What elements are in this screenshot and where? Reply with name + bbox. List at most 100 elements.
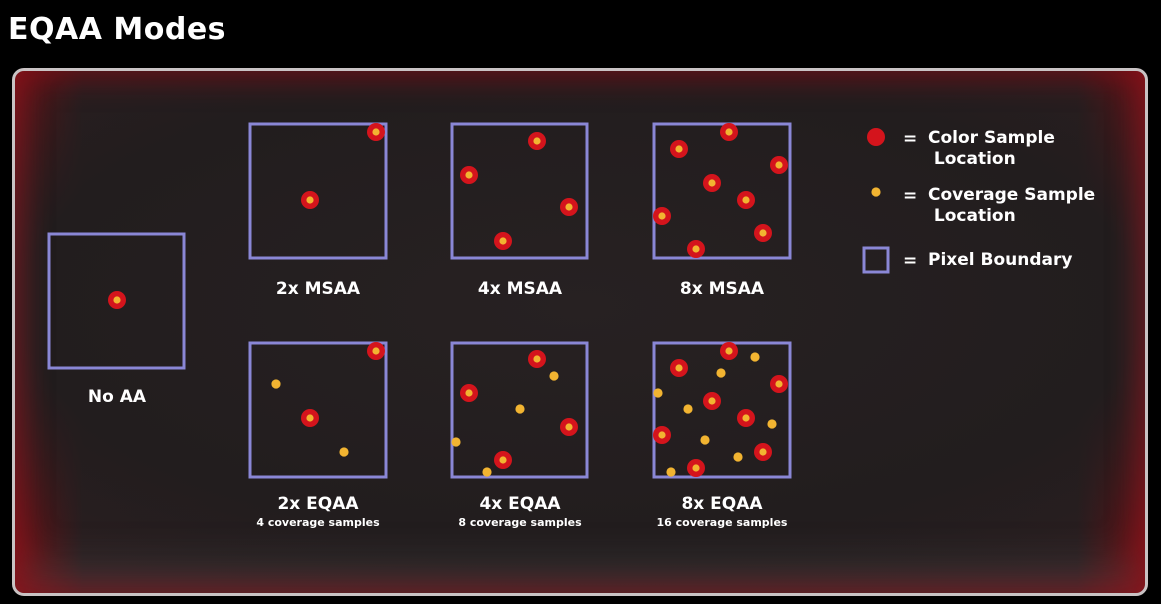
color-sample-core <box>658 212 666 220</box>
coverage-sample <box>666 467 676 477</box>
color-sample-core <box>725 347 733 355</box>
label-4x-msaa: 4x MSAA <box>477 279 563 299</box>
color-sample <box>528 350 546 368</box>
label-8x-msaa: 8x MSAA <box>679 279 765 299</box>
color-sample-core <box>742 196 750 204</box>
color-sample-core <box>465 389 473 397</box>
color-sample <box>737 191 755 209</box>
color-sample <box>653 207 671 225</box>
sublabel-2x-eqaa: 4 coverage samples <box>256 516 380 529</box>
pixel-no-aa <box>47 232 186 370</box>
color-sample-core <box>499 456 507 464</box>
color-sample-core <box>306 196 314 204</box>
color-sample <box>703 392 721 410</box>
coverage-sample <box>750 352 760 362</box>
legend-color-sample-dot <box>867 128 885 146</box>
color-sample-core <box>692 245 700 253</box>
coverage-sample <box>683 404 693 414</box>
color-sample-core <box>725 128 733 136</box>
coverage-sample <box>482 467 492 477</box>
color-sample <box>754 443 772 461</box>
color-sample <box>770 375 788 393</box>
color-sample-core <box>708 179 716 187</box>
pixel-2x-msaa <box>248 122 388 260</box>
color-sample <box>653 426 671 444</box>
pixel-4x-msaa <box>450 122 589 260</box>
color-sample <box>737 409 755 427</box>
pixel-2x-eqaa <box>248 341 388 479</box>
pixel-8x-eqaa <box>652 341 792 479</box>
coverage-sample <box>271 379 281 389</box>
color-sample-core <box>775 161 783 169</box>
legend-equals-coverage: = <box>903 186 918 206</box>
color-sample <box>367 342 385 360</box>
coverage-sample <box>653 388 663 398</box>
sublabel-8x-eqaa: 16 coverage samples <box>656 516 788 529</box>
label-8x-eqaa: 8x EQAA <box>681 494 763 514</box>
coverage-sample <box>451 437 461 447</box>
color-sample-core <box>675 145 683 153</box>
color-sample <box>670 359 688 377</box>
color-sample <box>108 291 126 309</box>
color-sample <box>528 132 546 150</box>
legend-coverage-sample-label: Coverage Sample Location <box>928 185 1096 226</box>
color-sample-core <box>658 431 666 439</box>
label-2x-msaa: 2x MSAA <box>275 279 361 299</box>
color-sample <box>687 240 705 258</box>
color-sample <box>301 409 319 427</box>
color-sample-core <box>708 397 716 405</box>
color-sample <box>301 191 319 209</box>
color-sample-core <box>372 347 380 355</box>
pixel-8x-msaa <box>652 122 792 260</box>
label-no-aa: No AA <box>87 387 147 407</box>
legend-color-sample-label: Color Sample Location <box>928 128 1055 169</box>
color-sample <box>460 384 478 402</box>
sublabel-4x-eqaa: 8 coverage samples <box>458 516 582 529</box>
color-sample <box>770 156 788 174</box>
label-2x-eqaa: 2x EQAA <box>277 494 359 514</box>
coverage-sample <box>767 419 777 429</box>
label-4x-eqaa: 4x EQAA <box>479 494 561 514</box>
color-sample <box>494 451 512 469</box>
legend-equals-pixel: = <box>903 251 918 271</box>
color-sample-core <box>775 380 783 388</box>
color-sample-core <box>499 237 507 245</box>
color-sample <box>754 224 772 242</box>
color-sample <box>560 198 578 216</box>
coverage-sample <box>339 447 349 457</box>
color-sample-core <box>372 128 380 136</box>
legend-pixel-boundary-label: Pixel Boundary <box>928 250 1073 270</box>
coverage-sample <box>716 368 726 378</box>
color-sample <box>720 123 738 141</box>
coverage-sample <box>515 404 525 414</box>
color-sample <box>687 459 705 477</box>
legend-equals-color: = <box>903 129 918 149</box>
color-sample <box>703 174 721 192</box>
pixel-4x-eqaa <box>450 341 589 479</box>
color-sample-core <box>742 414 750 422</box>
color-sample-core <box>565 203 573 211</box>
color-sample-core <box>692 464 700 472</box>
color-sample-core <box>759 448 767 456</box>
color-sample-core <box>465 171 473 179</box>
color-sample-core <box>533 137 541 145</box>
color-sample-core <box>113 296 121 304</box>
coverage-sample <box>871 187 881 197</box>
color-sample <box>720 342 738 360</box>
coverage-sample <box>733 452 743 462</box>
color-sample <box>560 418 578 436</box>
color-sample <box>670 140 688 158</box>
color-sample <box>367 123 385 141</box>
color-sample <box>460 166 478 184</box>
legend-pixel-boundary-icon <box>862 246 890 274</box>
color-sample <box>494 232 512 250</box>
coverage-sample <box>700 435 710 445</box>
color-sample-core <box>306 414 314 422</box>
page-title: EQAA Modes <box>8 12 227 47</box>
color-sample-core <box>565 423 573 431</box>
color-sample-core <box>675 364 683 372</box>
diagram-panel <box>12 68 1148 596</box>
color-sample-core <box>759 229 767 237</box>
legend-color-sample-icon <box>867 128 885 146</box>
